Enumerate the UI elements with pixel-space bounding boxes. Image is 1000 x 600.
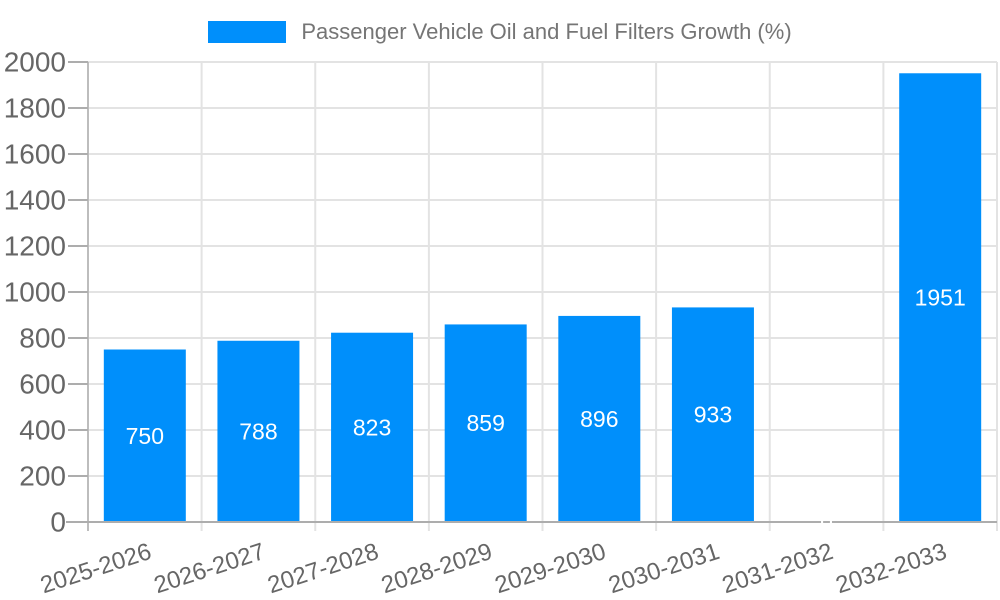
bar-value-label: 1951 bbox=[915, 285, 966, 311]
bar-2026-2027[interactable] bbox=[217, 340, 300, 522]
legend[interactable]: Passenger Vehicle Oil and Fuel Filters G… bbox=[0, 19, 1000, 45]
x-axis-label: 2026-2027 bbox=[151, 538, 269, 599]
bar-value-label: 0 bbox=[820, 509, 833, 535]
y-axis-label: 800 bbox=[19, 323, 66, 354]
bar-value-label: 788 bbox=[239, 418, 277, 444]
bar-2028-2029[interactable] bbox=[444, 324, 527, 522]
y-axis-label: 1000 bbox=[4, 277, 66, 308]
bar-2029-2030[interactable] bbox=[558, 315, 641, 522]
y-axis-label: 1400 bbox=[4, 185, 66, 216]
bar-2030-2031[interactable] bbox=[671, 307, 754, 522]
x-axis-label: 2027-2028 bbox=[264, 538, 382, 599]
y-axis-label: 200 bbox=[19, 461, 66, 492]
y-axis-label: 1800 bbox=[4, 93, 66, 124]
bar-value-label: 750 bbox=[126, 423, 164, 449]
bar-value-label: 859 bbox=[467, 410, 505, 436]
bar-value-label: 896 bbox=[580, 406, 618, 432]
x-axis-label: 2031-2032 bbox=[719, 538, 837, 599]
y-axis-label: 2000 bbox=[4, 47, 66, 78]
x-axis-label: 2029-2030 bbox=[492, 538, 610, 599]
y-axis-label: 0 bbox=[50, 507, 66, 538]
bar-2025-2026[interactable] bbox=[103, 349, 186, 523]
y-axis-label: 1200 bbox=[4, 231, 66, 262]
bar-2027-2028[interactable] bbox=[331, 332, 414, 522]
y-axis-label: 400 bbox=[19, 415, 66, 446]
y-axis-label: 1600 bbox=[4, 139, 66, 170]
x-axis-label: 2028-2029 bbox=[378, 538, 496, 599]
legend-label: Passenger Vehicle Oil and Fuel Filters G… bbox=[301, 19, 792, 44]
bar-value-label: 823 bbox=[353, 414, 391, 440]
x-axis-label: 2030-2031 bbox=[605, 538, 723, 599]
bar-value-label: 933 bbox=[694, 402, 732, 428]
x-axis-label: 2025-2026 bbox=[37, 538, 155, 599]
y-axis-label: 600 bbox=[19, 369, 66, 400]
legend-marker bbox=[208, 21, 287, 43]
x-axis-label: 2032-2033 bbox=[833, 538, 951, 599]
bar-2032-2033[interactable] bbox=[899, 73, 982, 523]
